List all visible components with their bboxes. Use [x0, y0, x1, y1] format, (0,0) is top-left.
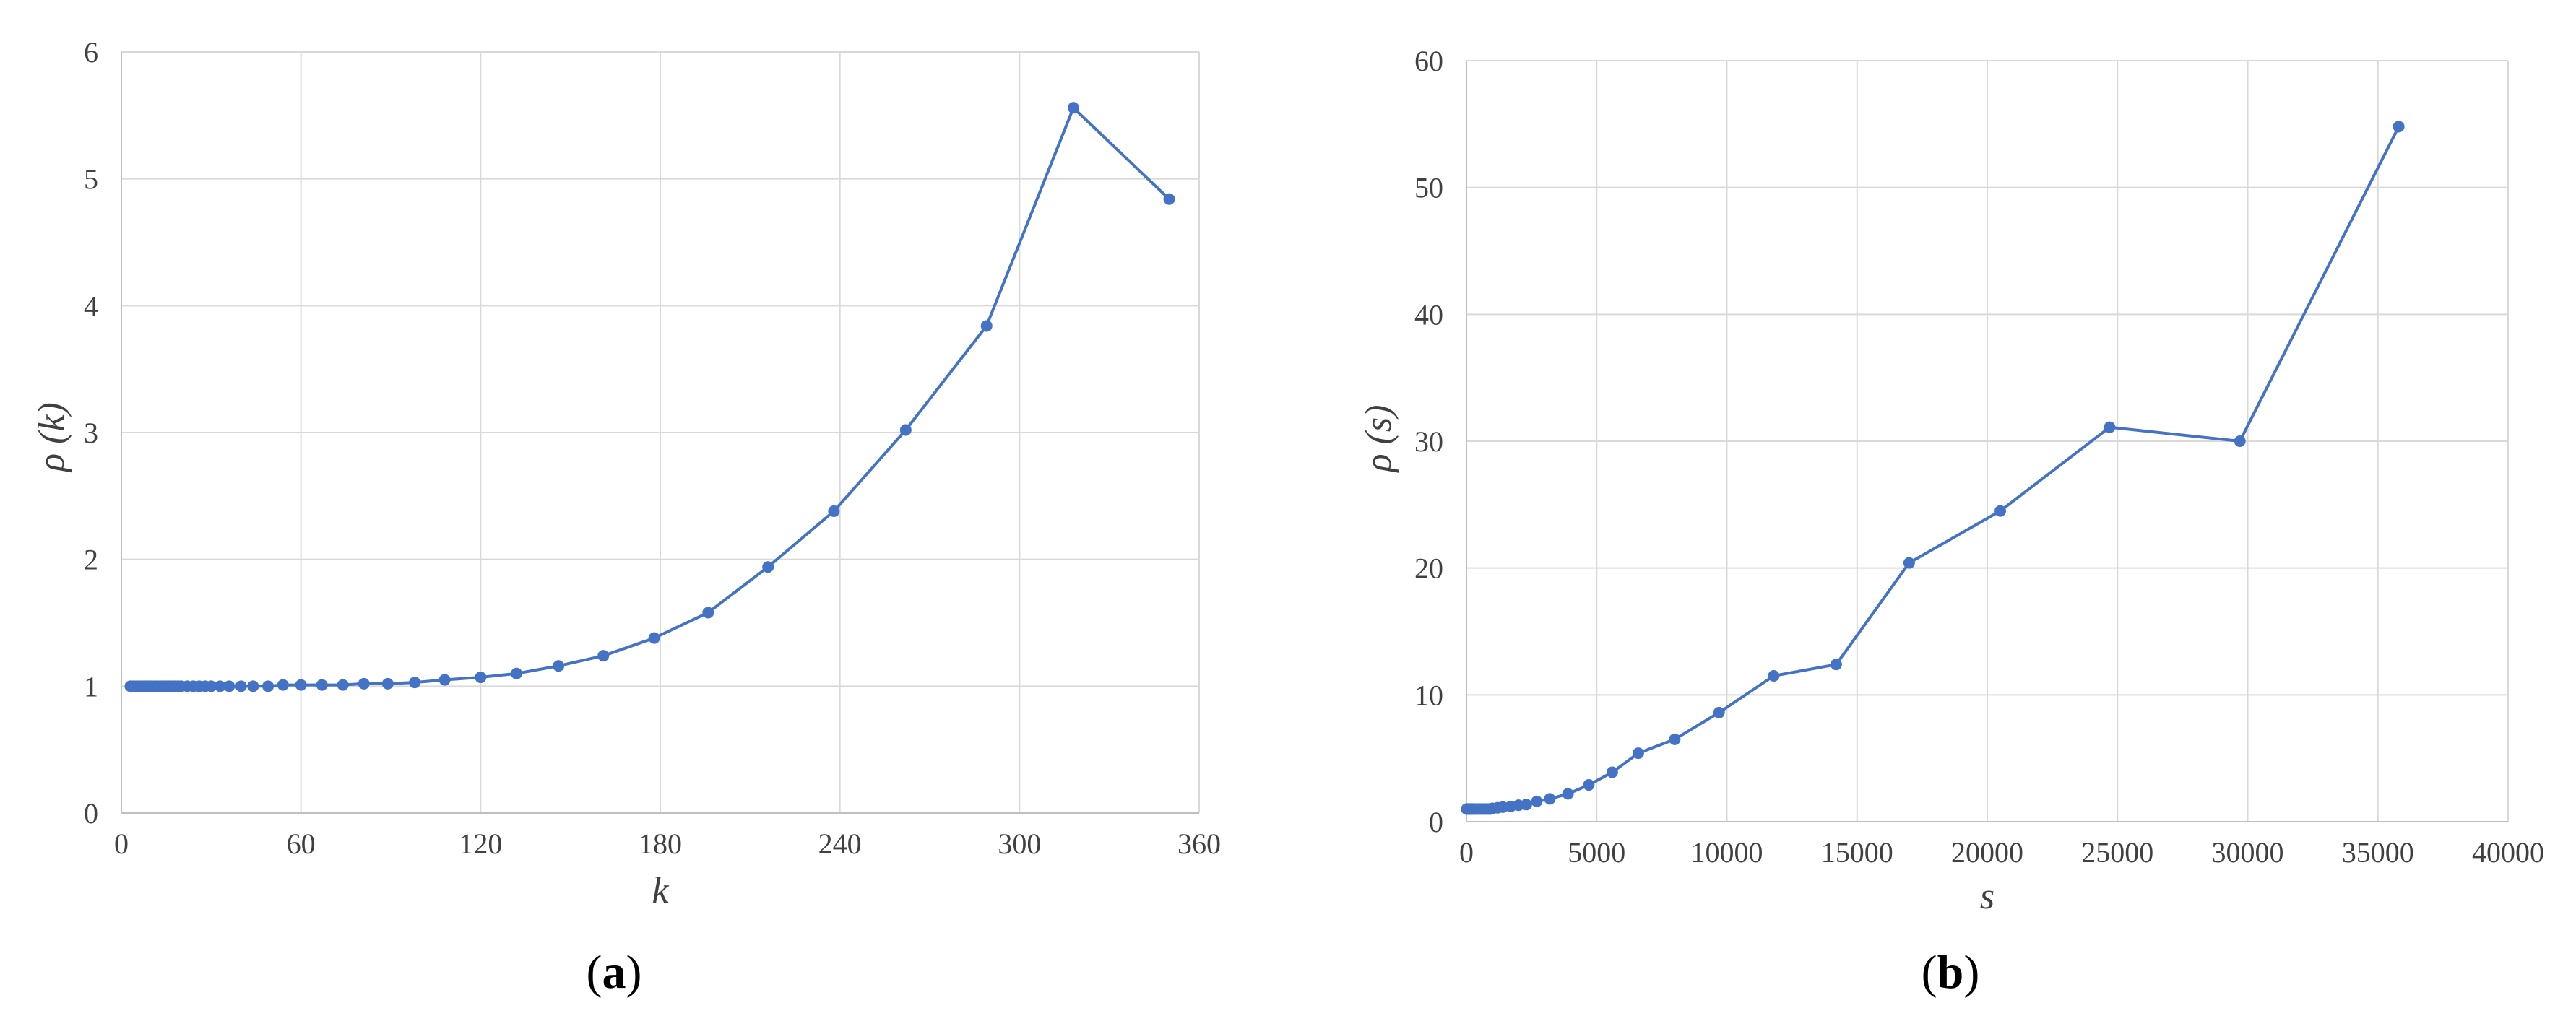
data-point-a	[247, 680, 259, 692]
x-tick-label-b: 0	[1459, 836, 1474, 869]
chart-panel-b: 0 10 20 30 40 50 60 0 5000 10000 15000 20000 25000 30…	[1358, 45, 2544, 999]
data-point-b	[1562, 788, 1574, 800]
data-point-a	[828, 505, 840, 517]
caption-a: (a)	[587, 946, 642, 999]
x-axis-label-b: s	[1980, 876, 1994, 917]
caption-letter-b: b	[1937, 946, 1964, 999]
y-tick-label-a: 2	[84, 544, 98, 576]
x-tick-label-a: 300	[998, 827, 1041, 860]
x-tick-label-a: 180	[639, 827, 682, 860]
data-point-b	[2234, 435, 2246, 447]
axes-b	[1466, 61, 2508, 822]
y-tick-label-a: 5	[84, 163, 98, 196]
data-point-a	[214, 680, 226, 692]
x-tick-label-a: 0	[114, 827, 129, 860]
x-tick-label-a: 60	[287, 827, 316, 860]
x-tick-label-b: 15000	[1821, 836, 1893, 869]
y-tick-label-b: 30	[1414, 425, 1443, 458]
data-point-a	[223, 680, 235, 692]
data-point-b	[1994, 505, 2007, 517]
data-point-b	[2104, 421, 2116, 433]
data-point-b	[1903, 557, 1915, 569]
x-tick-label-b: 40000	[2472, 836, 2544, 869]
y-tick-label-a: 1	[84, 670, 98, 703]
data-point-b	[1583, 779, 1595, 791]
x-tick-label-b: 10000	[1691, 836, 1763, 869]
data-point-a	[597, 650, 610, 662]
data-point-a	[277, 679, 289, 691]
data-point-a	[702, 607, 714, 619]
x-tick-label-b: 30000	[2212, 836, 2284, 869]
x-tick-label-b: 35000	[2342, 836, 2414, 869]
x-tick-label-a: 360	[1177, 827, 1221, 860]
data-point-a	[381, 677, 394, 690]
y-tick-label-b: 50	[1414, 172, 1443, 204]
x-axis-label-a: k	[652, 870, 669, 911]
data-point-b	[1606, 766, 1618, 778]
data-point-a	[648, 632, 660, 644]
x-tick-label-b: 5000	[1568, 836, 1625, 869]
data-point-b	[2393, 121, 2405, 133]
x-tick-label-b: 25000	[2081, 836, 2153, 869]
y-tick-label-a: 3	[84, 417, 98, 449]
gridlines-a	[121, 51, 1200, 813]
series-a	[124, 102, 1175, 692]
y-axis-label-b: ρ (s)	[1358, 405, 1399, 474]
data-point-a	[475, 672, 487, 684]
gridlines-b	[1466, 60, 2509, 822]
data-point-b	[1768, 669, 1780, 682]
data-point-a	[205, 680, 217, 692]
data-point-a	[235, 680, 247, 692]
axes-a	[121, 52, 1199, 814]
data-point-a	[1163, 193, 1175, 205]
caption-letter-a: a	[602, 946, 626, 999]
caption-b: (b)	[1922, 946, 1980, 999]
y-tick-label-b: 10	[1414, 679, 1443, 711]
data-point-a	[262, 680, 275, 692]
data-point-b	[1713, 706, 1725, 718]
data-point-b	[1632, 747, 1644, 760]
tick-labels-b: 0 10 20 30 40 50 60 0 5000 10000 15000 20000 25000 30…	[1414, 45, 2544, 869]
data-point-a	[1067, 102, 1079, 114]
y-axis-label-a: ρ (k)	[31, 402, 72, 473]
data-point-a	[358, 677, 370, 690]
x-tick-label-a: 240	[818, 827, 862, 860]
data-point-a	[899, 424, 912, 436]
data-point-a	[980, 320, 993, 332]
data-point-b	[1544, 793, 1556, 805]
data-point-a	[438, 674, 451, 686]
x-tick-label-a: 120	[459, 827, 502, 860]
data-point-a	[316, 679, 328, 691]
data-point-a	[553, 660, 565, 672]
data-point-a	[295, 679, 307, 691]
y-tick-label-a: 0	[84, 797, 98, 830]
data-point-b	[1520, 799, 1532, 811]
y-tick-label-b: 60	[1414, 45, 1443, 77]
y-tick-label-a: 6	[84, 36, 98, 69]
y-tick-label-b: 0	[1429, 806, 1443, 838]
x-tick-label-b: 20000	[1951, 836, 2023, 869]
data-point-b	[1531, 795, 1543, 807]
data-point-a	[337, 679, 349, 691]
y-tick-label-b: 40	[1414, 298, 1443, 331]
data-point-b	[1830, 659, 1842, 671]
data-point-a	[511, 667, 523, 679]
data-point-b	[1669, 733, 1681, 745]
data-point-a	[409, 677, 421, 689]
series-b	[1461, 121, 2405, 815]
y-tick-label-a: 4	[84, 290, 98, 322]
y-tick-label-b: 20	[1414, 552, 1443, 585]
data-point-a	[762, 561, 774, 573]
